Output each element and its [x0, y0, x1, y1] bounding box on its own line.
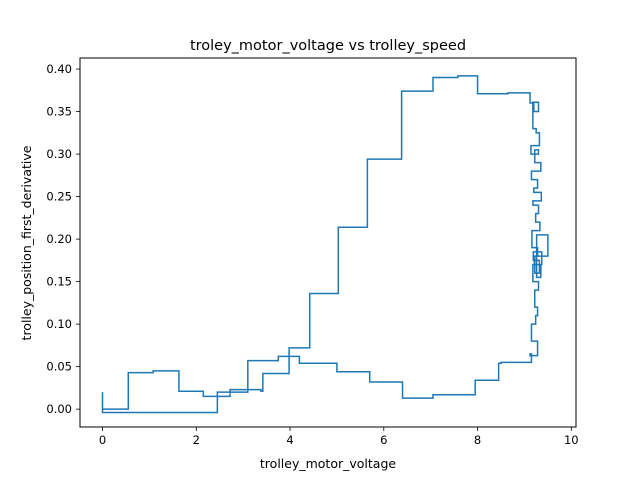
- plot-frame: [79, 57, 577, 428]
- x-tick-label: 8: [474, 433, 481, 447]
- series-line-0: [101, 75, 549, 414]
- y-tick-label: 0.05: [46, 360, 72, 374]
- x-tick-label: 10: [564, 433, 579, 447]
- y-tick-label: 0.25: [46, 190, 72, 204]
- x-tick-label: 0: [99, 433, 106, 447]
- y-axis-label: trolley_position_first_derivative: [19, 145, 34, 340]
- x-axis-label: trolley_motor_voltage: [260, 456, 396, 471]
- chart-title: troley_motor_voltage vs trolley_speed: [190, 38, 466, 54]
- x-tick-label: 2: [193, 433, 200, 447]
- y-tick-label: 0.15: [46, 275, 72, 289]
- y-tick-label: 0.20: [46, 232, 72, 246]
- y-tick-label: 0.10: [46, 317, 72, 331]
- y-tick-label: 0.35: [46, 105, 72, 119]
- y-tick-label: 0.40: [46, 62, 72, 76]
- y-tick-label: 0.00: [46, 402, 72, 416]
- x-tick-label: 6: [380, 433, 387, 447]
- y-axis-ticks: 0.00 0.05 0.10 0.15 0.20 0.25 0.30 0.35 0.40: [46, 62, 80, 416]
- x-tick-label: 4: [286, 433, 293, 447]
- x-axis-ticks: 0 2 4 6 8 10: [99, 427, 579, 447]
- plot-area: [79, 57, 577, 428]
- y-tick-label: 0.30: [46, 147, 72, 161]
